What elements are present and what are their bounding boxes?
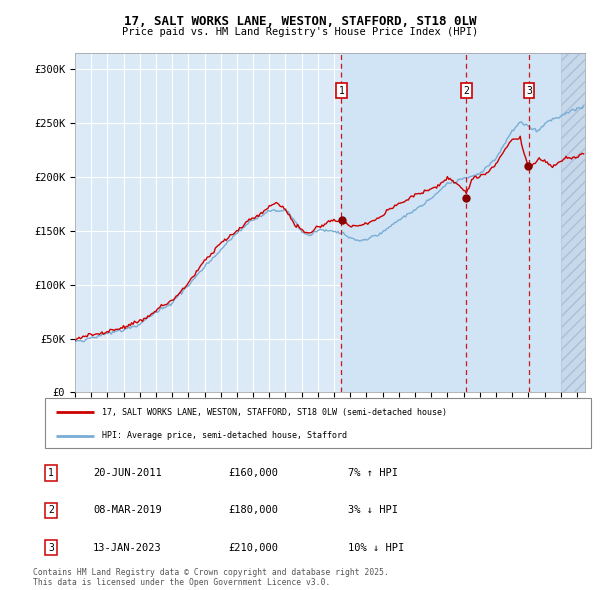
- Text: 17, SALT WORKS LANE, WESTON, STAFFORD, ST18 0LW (semi-detached house): 17, SALT WORKS LANE, WESTON, STAFFORD, S…: [103, 408, 448, 417]
- Text: 13-JAN-2023: 13-JAN-2023: [93, 543, 162, 552]
- Text: 3% ↓ HPI: 3% ↓ HPI: [348, 506, 398, 515]
- Text: 2: 2: [48, 506, 54, 515]
- FancyBboxPatch shape: [45, 398, 591, 448]
- Text: Price paid vs. HM Land Registry's House Price Index (HPI): Price paid vs. HM Land Registry's House …: [122, 27, 478, 37]
- Text: Contains HM Land Registry data © Crown copyright and database right 2025.
This d: Contains HM Land Registry data © Crown c…: [33, 568, 389, 587]
- Text: £160,000: £160,000: [228, 468, 278, 478]
- Text: £180,000: £180,000: [228, 506, 278, 515]
- Text: 08-MAR-2019: 08-MAR-2019: [93, 506, 162, 515]
- Text: £210,000: £210,000: [228, 543, 278, 552]
- Text: 20-JUN-2011: 20-JUN-2011: [93, 468, 162, 478]
- Text: 7% ↑ HPI: 7% ↑ HPI: [348, 468, 398, 478]
- Text: 17, SALT WORKS LANE, WESTON, STAFFORD, ST18 0LW: 17, SALT WORKS LANE, WESTON, STAFFORD, S…: [124, 15, 476, 28]
- Text: HPI: Average price, semi-detached house, Stafford: HPI: Average price, semi-detached house,…: [103, 431, 347, 440]
- Text: 3: 3: [48, 543, 54, 552]
- Text: 2: 2: [464, 86, 469, 96]
- Text: 1: 1: [48, 468, 54, 478]
- Text: 1: 1: [338, 86, 344, 96]
- Text: 10% ↓ HPI: 10% ↓ HPI: [348, 543, 404, 552]
- Bar: [341, 53, 561, 392]
- Text: 3: 3: [526, 86, 532, 96]
- Bar: [561, 53, 593, 392]
